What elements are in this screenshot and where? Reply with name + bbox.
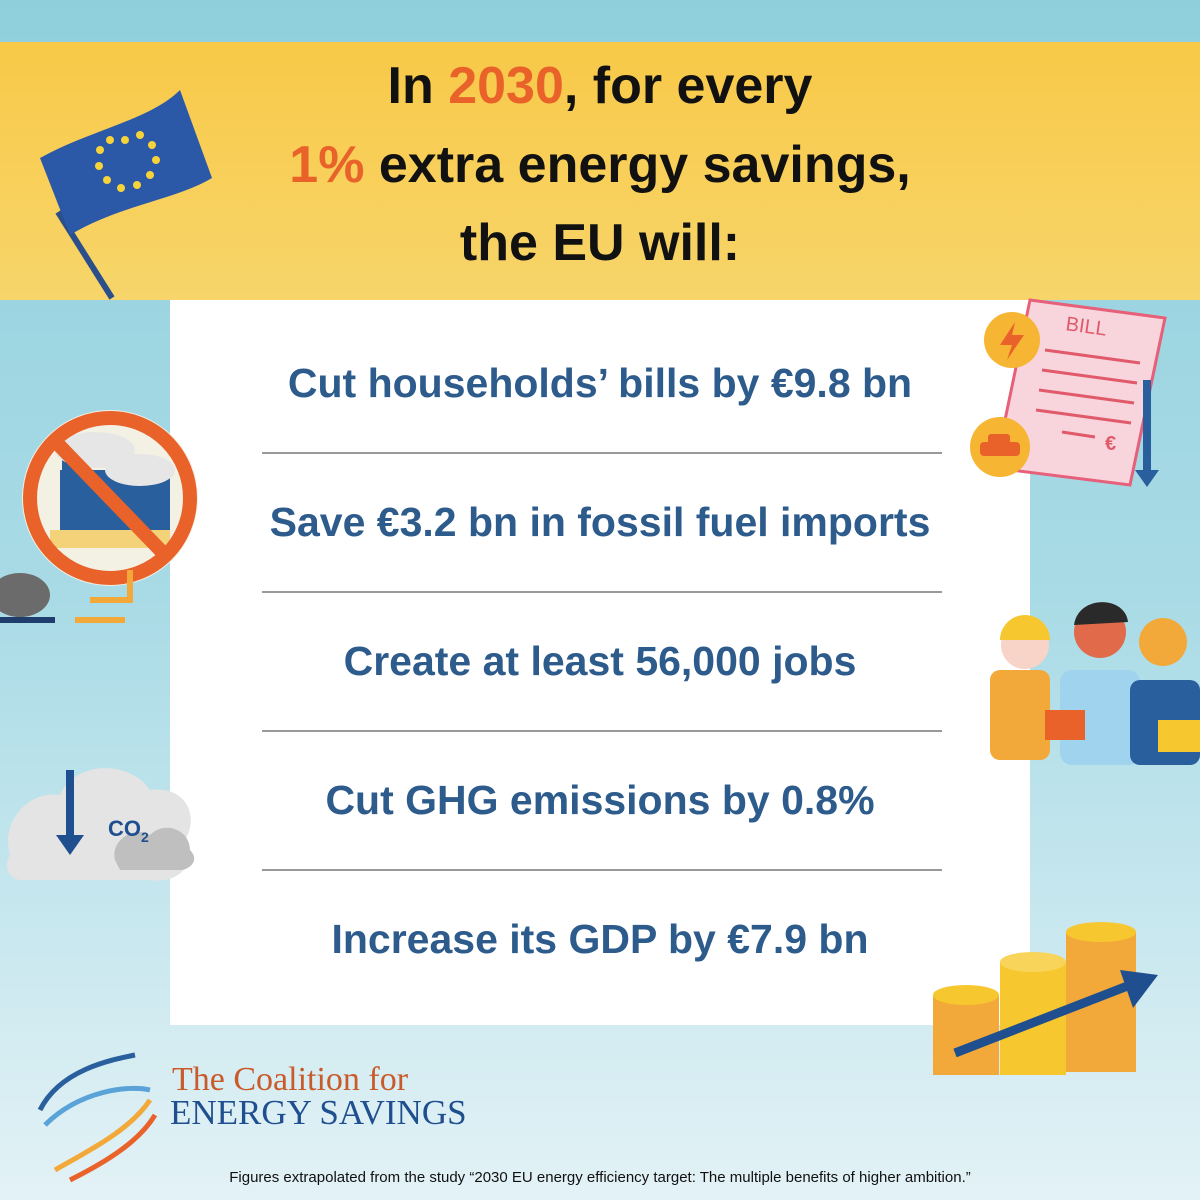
headline-text: , for every	[564, 57, 813, 115]
headline: In 2030, for every 1% extra energy saving…	[289, 57, 910, 272]
headline-line: 1% extra energy savings,	[289, 136, 910, 194]
headline-text: In	[388, 57, 449, 115]
eu-flag	[40, 90, 212, 300]
headline-line: the EU will:	[460, 214, 740, 272]
bill-currency: €	[1105, 433, 1116, 455]
logo-line1: The Coalition for	[172, 1061, 409, 1098]
bill-icon: BILL €	[970, 298, 1167, 487]
co2-cloud-icon: CO2	[7, 768, 195, 881]
co2-label: CO2	[108, 816, 149, 845]
footnote: Figures extrapolated from the study “203…	[229, 1169, 971, 1186]
headline-text: the EU will:	[460, 214, 740, 272]
workers-icon	[990, 602, 1200, 765]
no-factory-icon	[0, 410, 198, 623]
headline-highlight: 1%	[289, 136, 364, 194]
benefit-text: Cut households’ bills by €9.8 bn	[288, 360, 912, 406]
logo-line2: ENERGY SAVINGS	[170, 1093, 467, 1132]
benefits-list: Cut households’ bills by €9.8 bn Save €3.…	[262, 360, 942, 962]
co2-text: CO	[108, 816, 141, 841]
content-panel	[170, 300, 1030, 1025]
coins-icon	[933, 922, 1158, 1075]
benefit-text: Save €3.2 bn in fossil fuel imports	[270, 499, 931, 545]
headline-highlight: 2030	[448, 57, 564, 115]
benefit-text: Cut GHG emissions by 0.8%	[325, 777, 874, 823]
benefit-text: Create at least 56,000 jobs	[344, 638, 857, 684]
headline-text: extra energy savings,	[364, 136, 910, 194]
co2-subscript: 2	[141, 829, 149, 845]
logo-mark	[37, 1052, 158, 1183]
benefit-text: Increase its GDP by €7.9 bn	[331, 916, 868, 962]
headline-line: In 2030, for every	[388, 57, 813, 115]
